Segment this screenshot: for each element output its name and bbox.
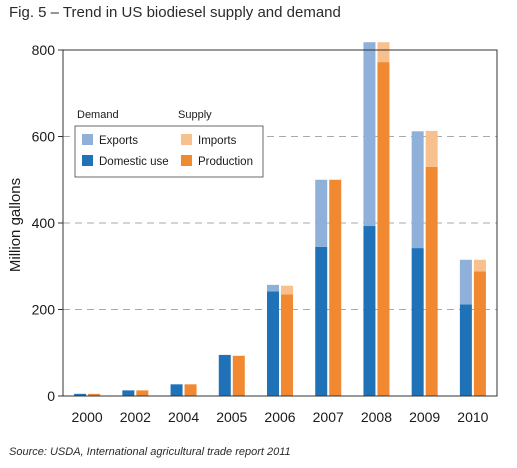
legend-swatch-production bbox=[181, 155, 192, 166]
legend-label-exports: Exports bbox=[99, 135, 138, 147]
legend-heading-supply: Supply bbox=[178, 109, 212, 121]
legend-swatch-exports bbox=[82, 134, 93, 145]
bar-production-2010 bbox=[473, 271, 486, 396]
bar-imports-2009 bbox=[425, 130, 438, 167]
bar-production-2006 bbox=[281, 294, 293, 396]
bar-exports-2009 bbox=[411, 131, 424, 249]
bar-exports-2010 bbox=[459, 259, 472, 305]
x-tick-label-2009: 2009 bbox=[409, 409, 440, 425]
x-tick-label-2005: 2005 bbox=[216, 409, 247, 425]
bar-imports-2008 bbox=[377, 42, 390, 63]
x-tick-label-2004: 2004 bbox=[168, 409, 199, 425]
bar-production-2002 bbox=[136, 390, 149, 396]
y-tick-label-0: 0 bbox=[47, 388, 55, 404]
bar-domestic-use-2004 bbox=[170, 384, 183, 396]
bar-production-2007 bbox=[329, 179, 342, 396]
x-tick-label-2007: 2007 bbox=[313, 409, 344, 425]
bar-production-2008 bbox=[377, 62, 390, 397]
x-tick-label-2010: 2010 bbox=[457, 409, 488, 425]
bar-production-2005 bbox=[232, 355, 245, 396]
source-note: Source: USDA, International agricultural… bbox=[9, 446, 291, 458]
bar-exports-2007 bbox=[315, 179, 328, 247]
bar-production-2009 bbox=[425, 166, 438, 396]
bar-domestic-use-2007 bbox=[315, 246, 328, 396]
bar-exports-2006 bbox=[267, 284, 279, 292]
bar-exports-2008 bbox=[363, 42, 376, 227]
bar-domestic-use-2006 bbox=[267, 291, 279, 396]
legend-heading-demand: Demand bbox=[77, 109, 119, 121]
y-tick-label-600: 600 bbox=[32, 129, 56, 145]
legend-label-production: Production bbox=[198, 156, 253, 168]
bar-domestic-use-2009 bbox=[411, 248, 424, 396]
legend-box bbox=[74, 125, 264, 178]
legend-label-domestic-use: Domestic use bbox=[99, 156, 169, 168]
legend-swatch-imports bbox=[181, 134, 192, 145]
y-tick-label-800: 800 bbox=[32, 42, 56, 58]
bar-domestic-use-2010 bbox=[459, 304, 472, 396]
bar-production-2000 bbox=[88, 393, 101, 396]
x-tick-label-2000: 2000 bbox=[72, 409, 103, 425]
bar-imports-2010 bbox=[473, 259, 486, 272]
bars bbox=[74, 42, 486, 397]
x-tick-label-2006: 2006 bbox=[264, 409, 295, 425]
y-tick-label-400: 400 bbox=[32, 215, 56, 231]
bar-imports-2006 bbox=[281, 285, 293, 295]
y-tick-label-200: 200 bbox=[32, 302, 56, 318]
bar-domestic-use-2005 bbox=[218, 354, 231, 396]
bar-production-2004 bbox=[184, 384, 197, 396]
legend: Demand Supply Exports Imports Domestic u… bbox=[74, 109, 264, 178]
legend-swatch-domestic-use bbox=[82, 155, 93, 166]
bar-domestic-use-2000 bbox=[74, 393, 87, 396]
x-tick-label-2002: 2002 bbox=[120, 409, 151, 425]
x-tick-label-2008: 2008 bbox=[361, 409, 392, 425]
legend-label-imports: Imports bbox=[198, 135, 237, 147]
chart-title: Fig. 5 – Trend in US biodiesel supply an… bbox=[9, 4, 341, 21]
x-axis-ticks: 2000 2002 2004 2005 2006 2007 2008 2009 2010 bbox=[72, 409, 489, 425]
bar-domestic-use-2002 bbox=[122, 390, 135, 396]
bar-domestic-use-2008 bbox=[363, 226, 376, 396]
y-axis-ticks: 0 200 400 600 800 bbox=[32, 42, 63, 404]
y-axis-label: Million gallons bbox=[7, 178, 24, 272]
